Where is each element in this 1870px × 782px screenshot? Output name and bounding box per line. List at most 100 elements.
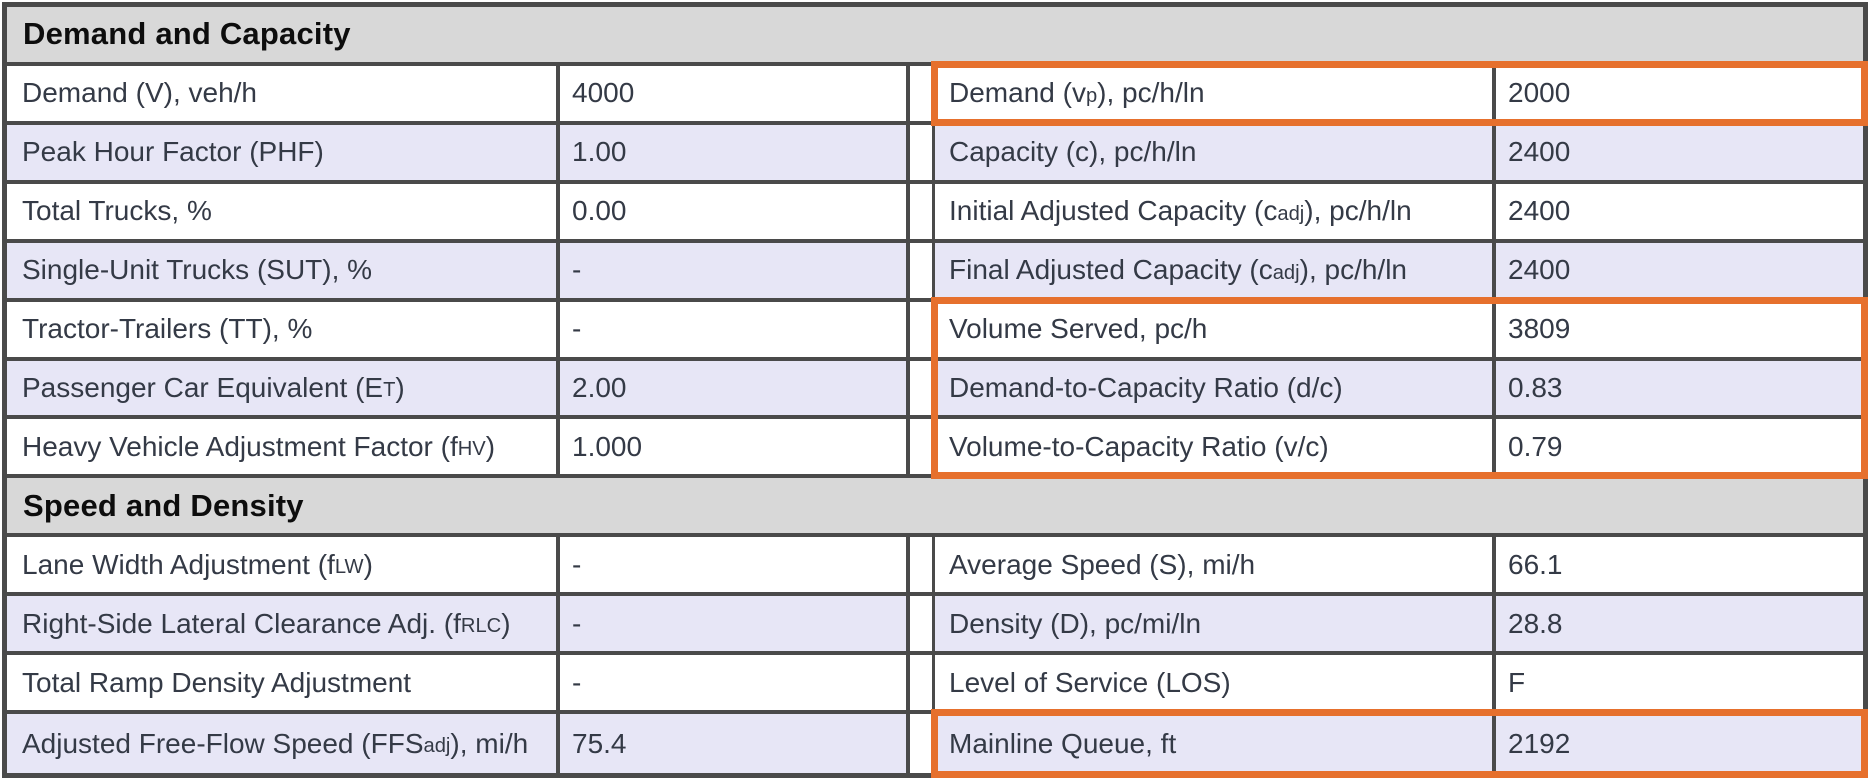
row-value-cell: 2192 (1496, 714, 1863, 773)
table-row: Demand (V), veh/h 4000 Demand (v p), pc/h/l… (7, 60, 1868, 126)
column-gutter (910, 65, 932, 121)
row-value-cell: 4000 (560, 65, 910, 121)
label-text: Capacity (c), pc/h/ln (949, 136, 1197, 168)
row-value-cell: 2400 (1496, 183, 1863, 239)
column-gutter (910, 242, 932, 298)
row-value-cell: 1.00 (560, 124, 910, 180)
column-gutter (910, 360, 932, 416)
label-text: Passenger Car Equivalent (E (22, 371, 384, 403)
label-subscript: p (1085, 84, 1098, 107)
column-gutter (910, 537, 932, 593)
row-label-cell: Peak Hour Factor (PHF) (7, 124, 560, 180)
label-subscript: LW (334, 556, 364, 579)
label-text: ), pc/h/ln (1299, 254, 1408, 286)
row-label-cell: Average Speed (S), mi/h (932, 537, 1496, 593)
row-value-cell: 28.8 (1496, 596, 1863, 652)
row-label-cell: Volume Served, pc/h (932, 301, 1496, 357)
row-label-cell: Passenger Car Equivalent (E T) (7, 360, 560, 416)
section-header: Demand and Capacity (7, 7, 1863, 66)
label-text: Adjusted Free-Flow Speed (FFS (22, 727, 424, 759)
row-value-cell: 75.4 (560, 714, 910, 773)
row-label-cell: Lane Width Adjustment (f LW) (7, 537, 560, 593)
table-row: Right-Side Lateral Clearance Adj. (f RLC)… (7, 596, 1863, 656)
row-label-cell: Demand (v p), pc/h/ln (932, 65, 1496, 121)
column-gutter (910, 714, 932, 773)
label-text: ) (501, 607, 511, 639)
row-right-half: Capacity (c), pc/h/ln 2400 (932, 124, 1863, 180)
label-text: ), pc/h/ln (1304, 195, 1412, 227)
table-row: Peak Hour Factor (PHF) 1.00 Capacity (c), … (7, 124, 1863, 184)
label-subscript: adj (1277, 202, 1305, 225)
row-label-cell: Density (D), pc/mi/ln (932, 596, 1496, 652)
row-label-cell: Final Adjusted Capacity (c adj), pc/h/ln (932, 242, 1496, 298)
table-row: Heavy Vehicle Adjustment Factor (f HV) 1.0… (7, 415, 1868, 480)
label-text: Volume Served, pc/h (949, 313, 1208, 345)
label-text: ), pc/h/ln (1097, 77, 1205, 109)
label-text: Initial Adjusted Capacity (c (949, 195, 1278, 227)
row-label-cell: Tractor-Trailers (TT), % (7, 301, 560, 357)
label-text: Level of Service (LOS) (949, 666, 1231, 698)
label-text: Total Trucks, % (22, 195, 212, 227)
row-value-cell: F (1496, 655, 1863, 711)
label-text: Right-Side Lateral Clearance Adj. (f (22, 607, 461, 639)
row-label-cell: Demand (V), veh/h (7, 65, 560, 121)
label-text: ) (363, 548, 373, 580)
label-subscript: RLC (460, 615, 502, 638)
row-label-cell: Adjusted Free-Flow Speed (FFS adj), mi/h (7, 714, 560, 773)
row-value-cell: 1.000 (560, 419, 910, 475)
row-value-cell: 0.00 (560, 183, 910, 239)
row-right-half: Volume Served, pc/h 3809 (931, 296, 1868, 361)
label-text: Demand (V), veh/h (22, 77, 257, 109)
label-text: Final Adjusted Capacity (c (949, 254, 1273, 286)
label-text: ) (395, 371, 405, 403)
row-value-cell: 2000 (1496, 65, 1863, 121)
row-label-cell: Level of Service (LOS) (932, 655, 1496, 711)
table-row: Total Trucks, % 0.00 Initial Adjusted Capa… (7, 183, 1863, 243)
section-header: Speed and Density (7, 478, 1863, 538)
row-right-half: Average Speed (S), mi/h 66.1 (932, 537, 1863, 593)
row-label-cell: Total Ramp Density Adjustment (7, 655, 560, 711)
row-value-cell: - (560, 301, 910, 357)
row-right-half: Mainline Queue, ft 2192 (931, 709, 1868, 778)
row-value-cell: 0.83 (1496, 360, 1863, 416)
label-text: Volume-to-Capacity Ratio (v/c) (949, 430, 1329, 462)
row-right-half: Demand (v p), pc/h/ln 2000 (931, 60, 1868, 126)
label-text: Average Speed (S), mi/h (949, 548, 1256, 580)
table-row: Single-Unit Trucks (SUT), % - Final Adjust… (7, 242, 1863, 302)
row-label-cell: Capacity (c), pc/h/ln (932, 124, 1496, 180)
label-subscript: HV (457, 438, 486, 461)
table-row: Passenger Car Equivalent (E T) 2.00 Demand-… (7, 356, 1868, 420)
label-text: Heavy Vehicle Adjustment Factor (f (22, 430, 458, 462)
row-label-cell: Initial Adjusted Capacity (c adj), pc/h/l… (932, 183, 1496, 239)
row-value-cell: - (560, 242, 910, 298)
table-row: Total Ramp Density Adjustment - Level of S… (7, 655, 1863, 715)
row-right-half: Level of Service (LOS) F (932, 655, 1863, 711)
label-subscript: T (383, 379, 396, 402)
table-row: Lane Width Adjustment (f LW) - Average Spee… (7, 537, 1863, 597)
label-text: ) (485, 430, 496, 462)
row-value-cell: 2400 (1496, 124, 1863, 180)
section-title: Speed and Density (23, 487, 304, 523)
label-text: Demand-to-Capacity Ratio (d/c) (949, 371, 1343, 403)
column-gutter (910, 301, 932, 357)
row-right-half: Final Adjusted Capacity (c adj), pc/h/ln 2… (932, 242, 1863, 298)
label-text: Single-Unit Trucks (SUT), % (22, 254, 373, 286)
label-subscript: adj (423, 735, 451, 758)
label-text: Total Ramp Density Adjustment (22, 666, 412, 698)
row-label-cell: Heavy Vehicle Adjustment Factor (f HV) (7, 419, 560, 475)
label-text: Tractor-Trailers (TT), % (22, 313, 313, 345)
label-text: Lane Width Adjustment (f (22, 548, 335, 580)
row-value-cell: 2400 (1496, 242, 1863, 298)
row-value-cell: - (560, 655, 910, 711)
row-label-cell: Right-Side Lateral Clearance Adj. (f RLC) (7, 596, 560, 652)
label-text: Mainline Queue, ft (949, 727, 1177, 759)
row-value-cell: 2.00 (560, 360, 910, 416)
row-value-cell: 3809 (1496, 301, 1863, 357)
row-label-cell: Demand-to-Capacity Ratio (d/c) (932, 360, 1496, 416)
label-text: Peak Hour Factor (PHF) (22, 136, 324, 168)
row-right-half: Demand-to-Capacity Ratio (d/c) 0.83 (931, 356, 1868, 420)
label-subscript: adj (1272, 261, 1300, 284)
label-text: ), mi/h (450, 727, 529, 759)
table-row: Adjusted Free-Flow Speed (FFS adj), mi/h 7… (7, 709, 1868, 778)
